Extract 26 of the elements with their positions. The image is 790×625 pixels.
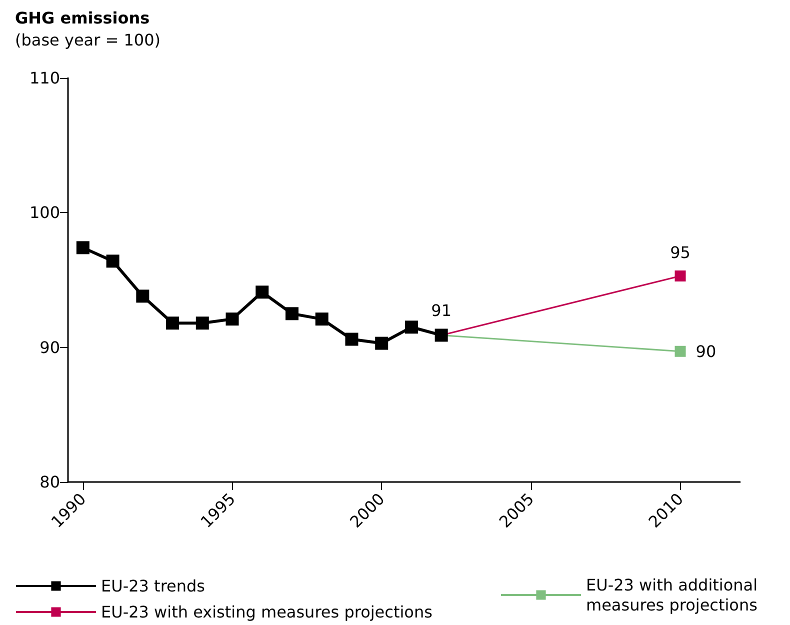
chart-subtitle: (base year = 100) — [15, 30, 161, 50]
point — [674, 346, 686, 357]
legend-label: EU-23 with existing measures projections — [101, 602, 432, 622]
point — [404, 320, 418, 334]
chart-title: GHG emissions — [15, 8, 150, 28]
point — [674, 270, 686, 282]
point — [166, 316, 180, 330]
point — [345, 332, 358, 346]
y-tick-label: 80 — [40, 472, 60, 492]
point — [196, 316, 209, 330]
point — [106, 254, 120, 268]
legend-label: EU-23 trends — [101, 576, 206, 596]
point — [315, 312, 328, 326]
point — [375, 336, 388, 350]
data-label: 90 — [696, 342, 716, 361]
point — [136, 290, 150, 303]
y-tick-label: 100 — [29, 203, 60, 222]
point — [76, 241, 90, 254]
y-tick-label: 90 — [40, 338, 60, 357]
data-label: 95 — [670, 242, 690, 262]
legend-label: EU-23 with additional measures projections — [586, 576, 763, 614]
point — [256, 286, 269, 299]
y-tick-label: 110 — [29, 68, 60, 88]
point — [226, 312, 239, 326]
data-label: 91 — [431, 301, 452, 320]
point — [286, 307, 298, 320]
